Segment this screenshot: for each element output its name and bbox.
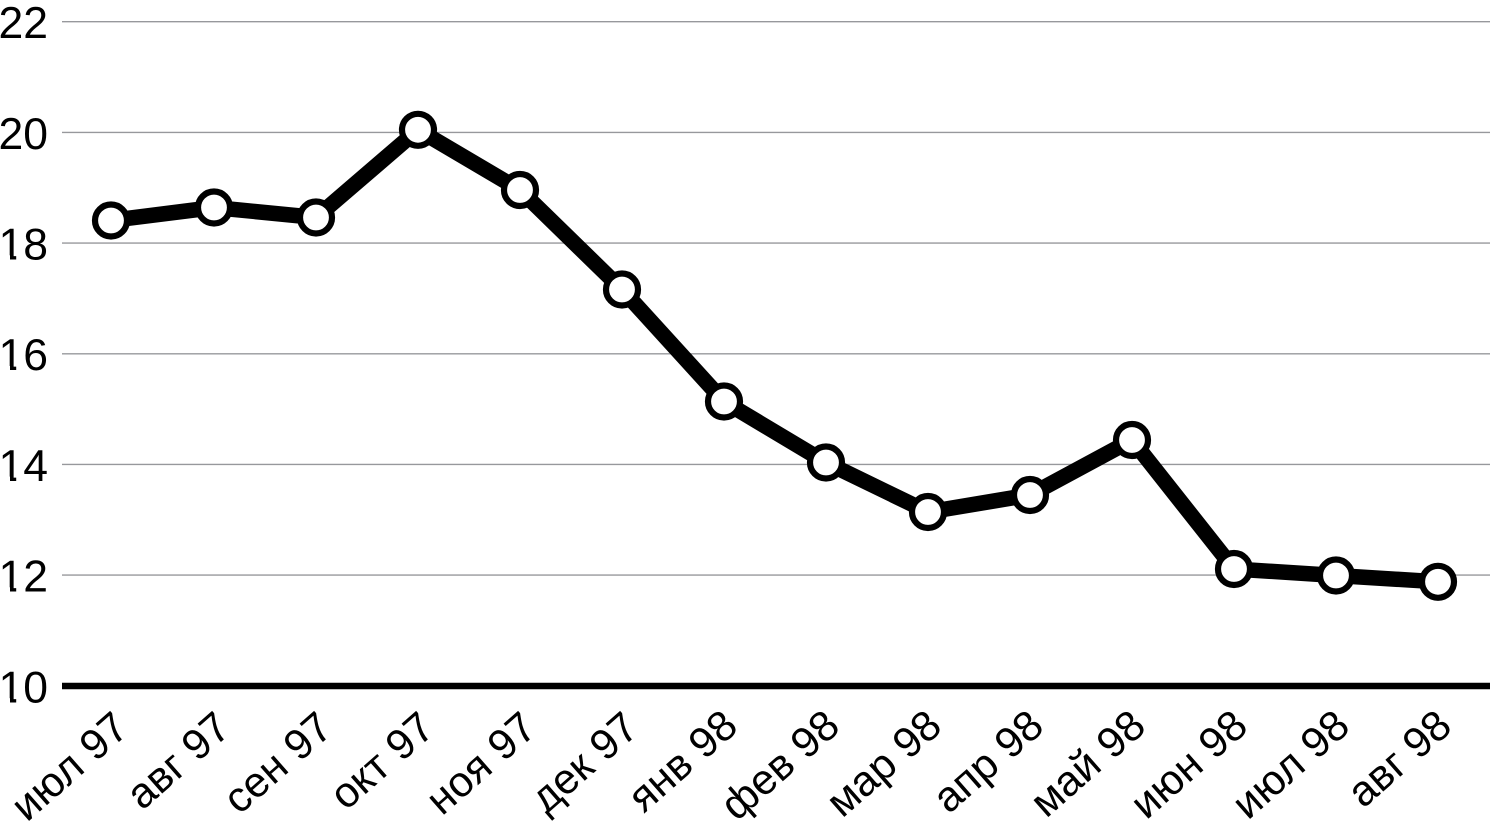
svg-text:14: 14 [0,442,48,491]
svg-text:18: 18 [0,221,48,270]
svg-text:16: 16 [0,331,48,380]
svg-text:20: 20 [0,110,48,159]
svg-text:12: 12 [0,553,48,602]
svg-text:22: 22 [0,0,48,48]
svg-text:10: 10 [0,663,48,712]
